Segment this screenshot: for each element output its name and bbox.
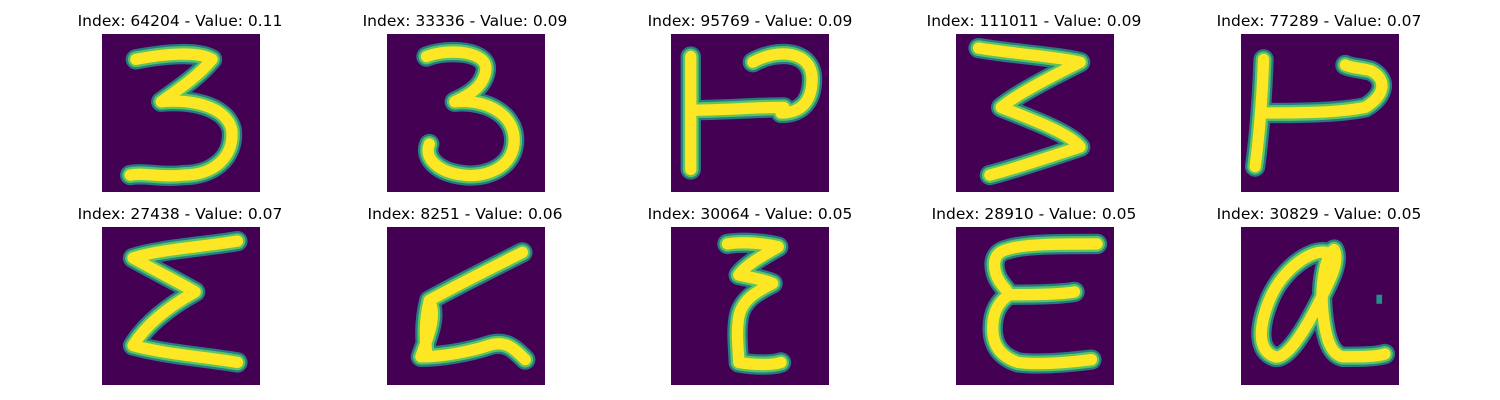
digit-3-glyph bbox=[387, 34, 545, 192]
sigma-glyph bbox=[102, 227, 260, 385]
digit-image bbox=[102, 34, 260, 192]
letter-image bbox=[1241, 227, 1399, 385]
panel-title: Index: 28910 - Value: 0.05 bbox=[931, 205, 1137, 223]
panel-title: Index: 111011 - Value: 0.09 bbox=[926, 12, 1142, 30]
panel-title: Index: 30064 - Value: 0.05 bbox=[647, 205, 853, 223]
panel-title: Index: 27438 - Value: 0.07 bbox=[77, 205, 283, 223]
letter-image bbox=[956, 227, 1114, 385]
z-shape-glyph bbox=[387, 227, 545, 385]
digit-image bbox=[387, 34, 545, 192]
stroke-core bbox=[721, 237, 787, 371]
stroke-core bbox=[420, 46, 520, 182]
letter-image bbox=[387, 227, 545, 385]
panel-title: Index: 30829 - Value: 0.05 bbox=[1216, 205, 1422, 223]
panel-title: Index: 33336 - Value: 0.09 bbox=[362, 12, 568, 30]
letter-image bbox=[671, 227, 829, 385]
panel-title: Index: 64204 - Value: 0.11 bbox=[77, 12, 283, 30]
letter-a-glyph bbox=[1241, 227, 1399, 385]
stroke-core bbox=[1249, 53, 1388, 173]
stroke-core bbox=[124, 48, 238, 182]
stroke-core bbox=[685, 48, 818, 176]
panel-title: Index: 8251 - Value: 0.06 bbox=[367, 205, 563, 223]
stroke-core bbox=[972, 42, 1086, 181]
letter-image bbox=[1241, 34, 1399, 192]
stroke-core bbox=[1255, 243, 1391, 363]
letter-image bbox=[671, 34, 829, 192]
digit-image bbox=[956, 34, 1114, 192]
stroke-core bbox=[127, 235, 244, 369]
panel-title: Index: 95769 - Value: 0.09 bbox=[647, 12, 853, 30]
letter-image bbox=[102, 227, 260, 385]
digit-3-glyph bbox=[102, 34, 260, 192]
letter-p-glyph bbox=[671, 34, 829, 192]
stroke-core bbox=[987, 238, 1103, 370]
digit-3-glyph bbox=[956, 34, 1114, 192]
epsilon-glyph bbox=[956, 227, 1114, 385]
letter-p-glyph bbox=[1241, 34, 1399, 192]
panel-title: Index: 77289 - Value: 0.07 bbox=[1216, 12, 1422, 30]
stroke-core bbox=[415, 246, 531, 366]
pixel-blob bbox=[1376, 294, 1383, 304]
epsilon-glyph bbox=[671, 227, 829, 385]
